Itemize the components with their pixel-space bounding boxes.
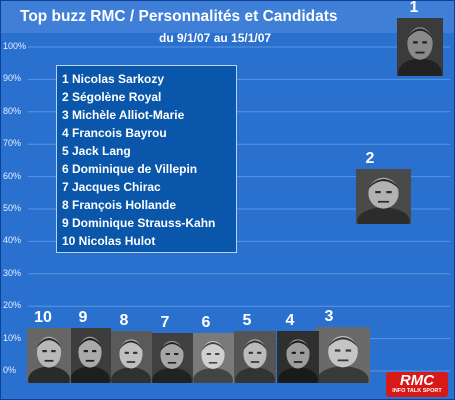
- legend-item: 3 Michèle Alliot-Marie: [62, 108, 185, 122]
- rank-label: 1: [409, 0, 419, 16]
- rmc-logo-brand: RMC: [399, 372, 435, 389]
- rank-label: 4: [285, 312, 295, 329]
- rank-label: 10: [34, 309, 52, 326]
- legend-item: 2 Ségolène Royal: [62, 90, 162, 104]
- chart-title: Top buzz RMC / Personnalités et Candidat…: [20, 8, 338, 25]
- y-tick-label: 10%: [3, 332, 22, 343]
- rank-label: 3: [324, 308, 334, 325]
- y-tick-label: 70%: [3, 138, 22, 149]
- rank-label: 2: [365, 150, 375, 167]
- y-tick-label: 30%: [3, 267, 22, 278]
- candidate-photo: [110, 331, 152, 383]
- legend-item: 1 Nicolas Sarkozy: [62, 72, 165, 86]
- legend-item: 5 Jack Lang: [62, 144, 131, 158]
- rank-label: 5: [242, 312, 252, 329]
- legend-item: 6 Dominique de Villepin: [62, 162, 198, 176]
- candidate-photo: [397, 18, 443, 76]
- candidate-photo: [316, 327, 370, 383]
- header-band: [1, 1, 454, 33]
- legend-box: 1 Nicolas Sarkozy 2 Ségolène Royal 3 Michè…: [56, 65, 237, 253]
- y-tick-label: 20%: [3, 300, 22, 311]
- y-tick-label: 80%: [3, 105, 22, 116]
- y-tick-label: 60%: [3, 170, 22, 181]
- rank-label: 6: [201, 314, 211, 331]
- candidate-photo: [277, 331, 319, 383]
- y-tick-label: 40%: [3, 235, 22, 246]
- rank-label: 9: [78, 309, 88, 326]
- y-tick-label: 0%: [3, 365, 17, 375]
- rank-label: 8: [119, 312, 129, 329]
- legend-item: 9 Dominique Strauss-Kahn: [62, 216, 216, 230]
- candidate-photo: [234, 331, 276, 383]
- legend-item: 7 Jacques Chirac: [62, 180, 161, 194]
- rmc-logo: RMC INFO TALK SPORT: [386, 372, 448, 397]
- candidate-photo: [69, 328, 111, 383]
- candidate-photo: [151, 333, 193, 383]
- candidate-photo: [192, 333, 234, 383]
- legend-item: 10 Nicolas Hulot: [62, 234, 156, 248]
- candidate-photo: [27, 328, 71, 383]
- chart-subtitle: du 9/1/07 au 15/1/07: [159, 31, 272, 45]
- legend-item: 4 Francois Bayrou: [62, 126, 167, 140]
- candidate-photo: [356, 169, 411, 224]
- y-tick-label: 50%: [3, 203, 22, 213]
- y-tick-label: 100%: [3, 41, 27, 51]
- rank-label: 7: [160, 314, 170, 331]
- legend-item: 8 François Hollande: [62, 198, 177, 212]
- y-tick-label: 90%: [3, 73, 22, 84]
- rmc-logo-tagline: INFO TALK SPORT: [392, 388, 442, 394]
